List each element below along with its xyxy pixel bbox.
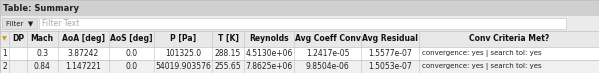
Text: 0.0: 0.0 — [125, 62, 137, 71]
Text: DP: DP — [12, 34, 24, 43]
Text: 1.5053e-07: 1.5053e-07 — [368, 62, 412, 71]
Text: 1.2417e-05: 1.2417e-05 — [306, 49, 349, 58]
Text: AoS [deg]: AoS [deg] — [110, 34, 153, 43]
Text: T [K]: T [K] — [217, 34, 238, 43]
Text: ▼: ▼ — [2, 36, 7, 41]
Text: Conv Criteria Met?: Conv Criteria Met? — [469, 34, 549, 43]
Text: Mach: Mach — [31, 34, 54, 43]
Bar — [2, 18, 37, 29]
Text: AoA [deg]: AoA [deg] — [62, 34, 105, 43]
Text: convergence: yes | search tol: yes: convergence: yes | search tol: yes — [422, 50, 541, 57]
Text: Table: Summary: Table: Summary — [3, 4, 79, 13]
Text: 0.84: 0.84 — [34, 62, 50, 71]
Bar — [0, 60, 599, 73]
Text: Reynolds: Reynolds — [249, 34, 289, 43]
Text: 0.3: 0.3 — [36, 49, 49, 58]
Text: P [Pa]: P [Pa] — [170, 34, 196, 43]
Text: Avg Coeff Conv: Avg Coeff Conv — [295, 34, 361, 43]
Text: 7.8625e+06: 7.8625e+06 — [246, 62, 293, 71]
Bar — [0, 16, 599, 31]
Text: 9.8504e-06: 9.8504e-06 — [305, 62, 349, 71]
Text: Avg Residual: Avg Residual — [362, 34, 418, 43]
Text: 101325.0: 101325.0 — [165, 49, 201, 58]
Text: Filter  ▼: Filter ▼ — [5, 20, 33, 26]
Bar — [0, 47, 599, 60]
Text: 1.5577e-07: 1.5577e-07 — [368, 49, 412, 58]
Bar — [39, 18, 566, 29]
Bar — [0, 31, 599, 47]
Text: 54019.903576: 54019.903576 — [155, 62, 211, 71]
Text: 1.147221: 1.147221 — [65, 62, 101, 71]
Text: 288.15: 288.15 — [215, 49, 241, 58]
Text: 4.5130e+06: 4.5130e+06 — [246, 49, 293, 58]
Text: 2: 2 — [2, 62, 7, 71]
Text: 0.0: 0.0 — [125, 49, 137, 58]
Text: 255.65: 255.65 — [214, 62, 241, 71]
Text: Filter Text: Filter Text — [42, 19, 79, 28]
Text: 3.87242: 3.87242 — [68, 49, 99, 58]
Text: 1: 1 — [2, 49, 7, 58]
Text: convergence: yes | search tol: yes: convergence: yes | search tol: yes — [422, 64, 541, 70]
Bar — [0, 0, 599, 16]
